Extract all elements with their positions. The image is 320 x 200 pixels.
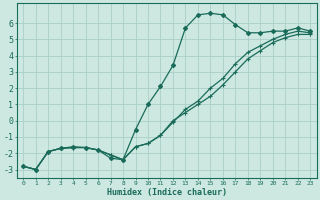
X-axis label: Humidex (Indice chaleur): Humidex (Indice chaleur) [107,188,227,197]
